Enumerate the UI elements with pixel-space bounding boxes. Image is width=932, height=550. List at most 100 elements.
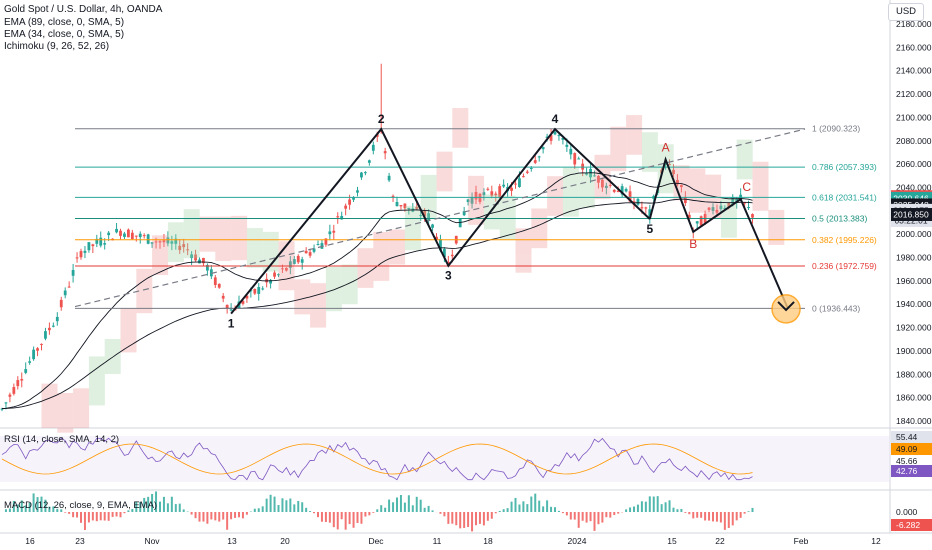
candle (174, 238, 178, 244)
candle (115, 228, 118, 233)
macd-bar (131, 508, 134, 512)
macd-bar (24, 505, 27, 512)
macd-bar (708, 512, 711, 521)
macd-bar (633, 506, 635, 512)
fib-label: 0 (1936.443) (812, 303, 860, 313)
cloud-segment (199, 216, 216, 252)
macd-bar (376, 509, 379, 512)
macd-bar (83, 512, 86, 530)
fib-label: 0.5 (2013.383) (812, 214, 867, 224)
cloud-segment (562, 167, 579, 217)
candle (423, 210, 427, 217)
candle (213, 277, 217, 286)
macd-bar (455, 512, 458, 526)
candle (67, 286, 71, 288)
macd-bar (419, 499, 422, 512)
macd-bar (439, 512, 442, 514)
macd-bar (482, 512, 485, 526)
cloud-segment (231, 215, 248, 261)
macd-bar (95, 512, 98, 522)
candle (63, 290, 67, 296)
y-tick-label: 2040.000 (896, 182, 932, 192)
macd-bar (348, 512, 351, 525)
cloud-segment (610, 126, 627, 172)
macd-bar (656, 496, 659, 512)
candle (735, 198, 739, 202)
macd-bar (388, 499, 391, 512)
y-tick-label: 1960.000 (896, 276, 932, 286)
ema89-legend[interactable]: EMA (89, close, 0, SMA, 5) (4, 17, 125, 28)
cloud-segment (310, 283, 327, 328)
macd-bar (431, 510, 434, 512)
candle (577, 158, 581, 160)
cloud-segment (594, 154, 611, 200)
macd-bar (696, 512, 699, 518)
rsi-legend[interactable]: RSI (14, close, SMA, 14, 2) (4, 434, 120, 445)
macd-bar (554, 507, 556, 512)
candle (604, 185, 608, 189)
macd-bar (668, 500, 671, 512)
candle (486, 188, 490, 190)
macd-bar (139, 501, 142, 512)
candle (364, 172, 367, 174)
macd-bar (344, 512, 347, 530)
macd-bar (751, 507, 754, 512)
symbol-title[interactable]: Gold Spot / U.S. Dollar, 4h, OANDA (4, 4, 163, 15)
candle (40, 343, 43, 345)
cloud-segment (673, 165, 690, 201)
candle (415, 206, 419, 209)
macd-bar (297, 500, 300, 512)
candle (458, 219, 462, 228)
candle (91, 244, 95, 247)
macd-bar (194, 512, 197, 519)
cloud-segment (152, 235, 169, 276)
macd-bar (324, 512, 327, 522)
candle (640, 207, 644, 209)
macd-bar (52, 506, 55, 512)
cloud-segment (626, 115, 643, 155)
currency-button[interactable]: USD (888, 3, 924, 21)
macd-bar (170, 496, 173, 512)
candle (12, 387, 16, 394)
macd-bar (332, 512, 335, 528)
macd-bar (715, 512, 718, 522)
macd-bar (573, 512, 576, 520)
candle (541, 147, 545, 150)
rsi-tag: 42.76 (896, 466, 918, 476)
y-tick-label: 1860.000 (896, 393, 932, 403)
macd-bar (12, 500, 15, 512)
candle (482, 192, 486, 196)
macd-bar (427, 505, 430, 512)
macd-bar (190, 512, 193, 515)
macd-bar (403, 502, 406, 512)
macd-bar (459, 512, 462, 529)
rsi-ma-line (1, 443, 753, 475)
macd-bar (443, 512, 446, 517)
ema34-legend[interactable]: EMA (34, close, 0, SMA, 5) (4, 29, 125, 40)
candle (312, 248, 316, 252)
rsi-tag: 55.44 (896, 432, 918, 442)
macd-bar (640, 501, 643, 512)
ichimoku-legend[interactable]: Ichimoku (9, 26, 52, 26) (4, 41, 110, 52)
candle (99, 237, 103, 246)
macd-bar (214, 512, 217, 521)
macd-bar (178, 503, 181, 512)
macd-bar (76, 512, 79, 518)
macd-bar (309, 511, 312, 512)
macd-bar (241, 512, 244, 519)
wave-label: 3 (445, 269, 452, 283)
macd-bar (534, 493, 537, 512)
macd-legend[interactable]: MACD (12, 26, close, 9, EMA, EMA) (4, 500, 158, 511)
ema89-line (1, 198, 753, 410)
candle (751, 214, 754, 218)
candle (747, 207, 750, 209)
macd-bar (238, 512, 240, 518)
candle (277, 274, 280, 276)
candle (87, 242, 91, 251)
macd-bar (305, 507, 308, 512)
candle (680, 185, 683, 188)
candle (446, 261, 450, 265)
candle (103, 243, 107, 245)
